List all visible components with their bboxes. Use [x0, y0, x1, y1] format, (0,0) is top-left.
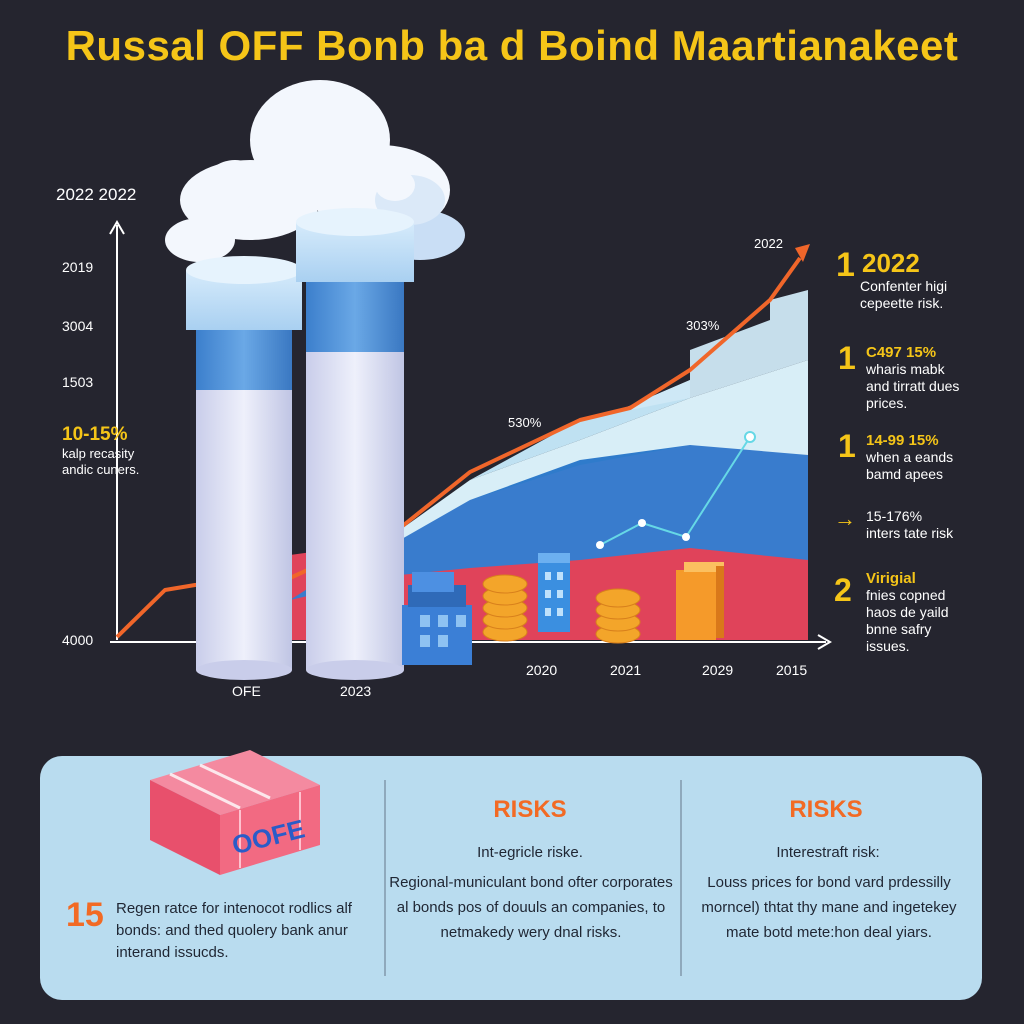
y-axis-header: 2022 2022 [56, 185, 137, 204]
page-title: Russal OFF Bonb ba d Boind Maartianakeet [65, 22, 959, 69]
panel-left-text: Regen ratce for intenocot rodlics alf bo… [116, 900, 352, 961]
bond-box-icon: OOFE [150, 750, 320, 875]
note-text: Confenter higi cepeette risk. [860, 278, 947, 312]
orange-block [676, 562, 724, 640]
bond-market-chart: 2022 2022 2019 3004 1503 4000 10-15% kal… [56, 80, 959, 699]
line-label: 2022 [754, 236, 783, 251]
coin-stack-2 [595, 588, 641, 644]
note-text: 14-99 15% when a eands bamd apees [866, 432, 953, 483]
note-line: and tirratt dues [866, 378, 960, 394]
note-line: issues. [866, 638, 910, 654]
line-label: 530% [508, 415, 542, 430]
pillar-label: 2023 [340, 683, 372, 699]
risk-panel: OOFE 15 Regen ratce for intenocot rodlic… [40, 750, 982, 1000]
panel-number: 15 [66, 896, 104, 934]
divider [680, 780, 682, 976]
clouds [165, 80, 465, 262]
x-tick: 2021 [610, 662, 642, 678]
note-head: 14-99 15% [866, 432, 939, 449]
risk-heading: RISKS [789, 796, 863, 823]
note-line: bamd apees [866, 466, 944, 482]
note-text: C497 15% wharis mabk and tirratt dues pr… [866, 344, 959, 412]
note-line: when a eands [866, 449, 954, 465]
note-number: 1 [838, 428, 856, 464]
x-tick: 2029 [702, 662, 734, 678]
note-line: haos de yaild [866, 604, 949, 620]
x-tick: 2015 [776, 662, 808, 678]
y-tick: 2019 [62, 259, 94, 275]
line-label: 303% [686, 318, 720, 333]
left-callout-value: 10-15% [62, 424, 128, 445]
left-callout-line2: andic cuners. [62, 462, 140, 477]
pillar-ofe [186, 256, 302, 680]
note-head: C497 15% [866, 344, 937, 361]
orange-trend-line [115, 244, 810, 639]
building-mid [538, 553, 570, 632]
risk-heading: RISKS [493, 796, 567, 823]
divider [384, 780, 386, 976]
y-tick: 1503 [62, 374, 94, 390]
y-tick: 4000 [62, 632, 94, 648]
pillar-label: OFE [232, 683, 261, 699]
risk-body: Louss prices for bond vard prdessilly mo… [701, 874, 957, 941]
note-head: 2022 [862, 248, 920, 278]
note-line: bnne safry [866, 621, 932, 637]
y-tick: 3004 [62, 318, 94, 334]
risk-subheading: Int-egricle riske. [477, 844, 583, 861]
x-tick: 2020 [526, 662, 558, 678]
note-head: Virigial [866, 570, 916, 587]
note-line: prices. [866, 395, 908, 411]
risk-subheading: Interestraft risk: [776, 844, 880, 861]
note-line: fnies copned [866, 587, 946, 603]
note-arrow-icon: → [834, 506, 856, 531]
building-left [402, 572, 472, 665]
note-line: cepeette risk. [860, 295, 944, 311]
note-text: Virigial fnies copned haos de yaild bnne… [866, 570, 949, 655]
note-line: wharis mabk [866, 361, 945, 377]
left-callout-line1: kalp recasity [62, 446, 135, 461]
pillar-2023 [296, 208, 414, 680]
note-number: 2 [834, 572, 852, 608]
note-line: Confenter higi [860, 278, 948, 294]
chart-graphic [109, 80, 832, 680]
note-number: 1 [836, 246, 855, 284]
note-head: 15-176% [866, 508, 923, 524]
note-line: inters tate risk [866, 525, 954, 541]
teal-line [596, 431, 756, 549]
note-text: 15-176% inters tate risk [866, 508, 953, 542]
note-number: 1 [838, 340, 856, 376]
coin-stack-1 [482, 574, 528, 642]
risk-body: Regional-municulant bond ofter corporate… [389, 874, 673, 941]
